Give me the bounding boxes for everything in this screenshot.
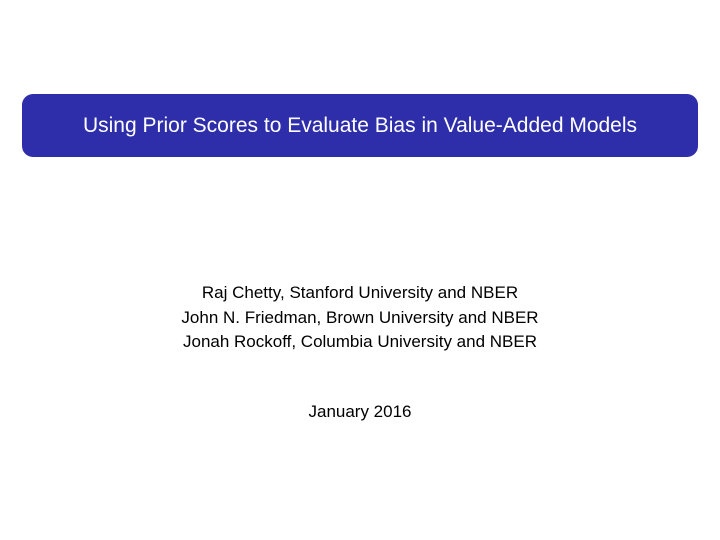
- author-line: Raj Chetty, Stanford University and NBER: [0, 281, 720, 306]
- title-block: Using Prior Scores to Evaluate Bias in V…: [22, 94, 698, 157]
- slide-date: January 2016: [0, 402, 720, 422]
- authors-block: Raj Chetty, Stanford University and NBER…: [0, 281, 720, 355]
- slide-title: Using Prior Scores to Evaluate Bias in V…: [83, 114, 637, 138]
- date-block: January 2016: [0, 402, 720, 422]
- author-line: John N. Friedman, Brown University and N…: [0, 306, 720, 331]
- author-line: Jonah Rockoff, Columbia University and N…: [0, 330, 720, 355]
